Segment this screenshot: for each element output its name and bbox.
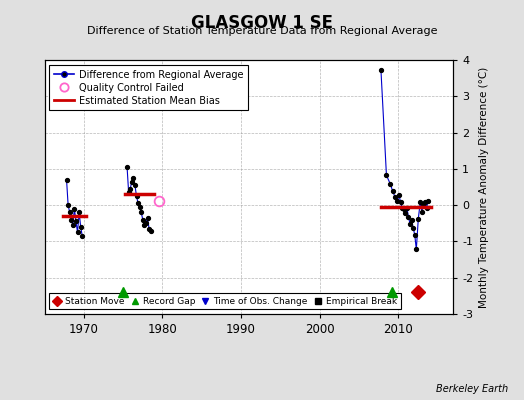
Text: Difference of Station Temperature Data from Regional Average: Difference of Station Temperature Data f… bbox=[87, 26, 437, 36]
Text: GLASGOW 1 SE: GLASGOW 1 SE bbox=[191, 14, 333, 32]
Text: Berkeley Earth: Berkeley Earth bbox=[436, 384, 508, 394]
Y-axis label: Monthly Temperature Anomaly Difference (°C): Monthly Temperature Anomaly Difference (… bbox=[479, 66, 489, 308]
Legend: Station Move, Record Gap, Time of Obs. Change, Empirical Break: Station Move, Record Gap, Time of Obs. C… bbox=[49, 293, 400, 310]
